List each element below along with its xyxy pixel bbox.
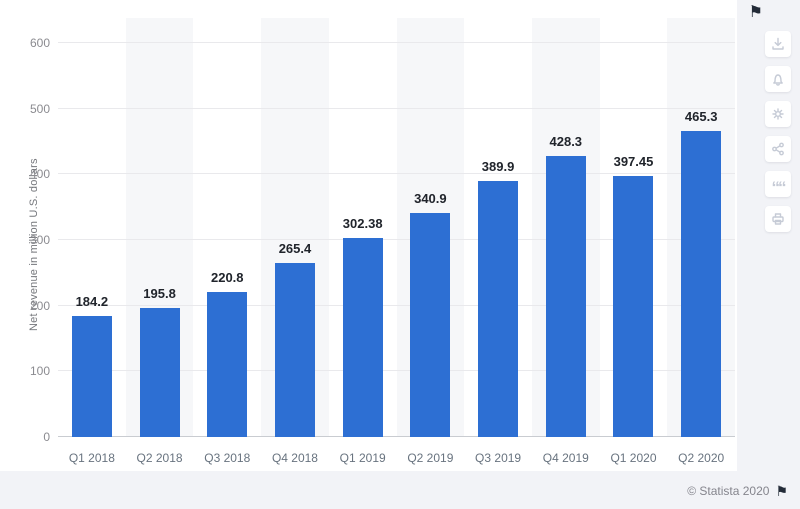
x-tick-label: Q3 2019 [475,451,522,465]
chart-panel: Net revenue in million U.S. dollars 0 100… [0,0,737,471]
value-label: 302.38 [342,216,383,232]
y-tick-label: 0 [43,430,50,444]
gridline [58,173,735,175]
x-tick-label: Q2 2018 [136,451,183,465]
statista-flag-icon[interactable]: ⚑ [775,483,788,499]
bar-column: 340.9 Q2 2019 [397,18,465,465]
bar-column: 397.45 Q1 2020 [600,18,668,465]
x-tick-label: Q2 2020 [678,451,725,465]
value-label: 428.3 [549,133,583,149]
x-tick-label: Q1 2018 [68,451,115,465]
bell-icon [773,74,783,86]
copyright: © Statista 2020 ⚑ [687,484,788,498]
bar[interactable] [545,155,586,437]
value-label: 465.3 [684,109,718,125]
x-axis-line [58,436,735,437]
bar[interactable] [478,180,519,437]
bar-layer: 184.2 Q1 2018 195.8 Q2 2018 220.8 Q3 2018 265.… [58,18,735,465]
bar[interactable] [410,213,451,437]
y-tick-label: 100 [29,364,50,379]
bar-column: 265.4 Q4 2018 [261,18,329,465]
bar[interactable] [71,316,112,437]
print-button[interactable] [765,206,791,232]
share-icon [772,142,784,156]
gridline [58,370,735,372]
bar-column: 302.38 Q1 2019 [329,18,397,465]
value-label: 184.2 [75,294,109,310]
chart-toolbar: ““ [765,31,791,232]
print-icon [772,213,784,225]
quote-icon: ““ [771,178,787,197]
download-icon [772,37,784,50]
x-tick-label: Q4 2019 [542,451,589,465]
gridline [58,42,735,43]
value-label: 265.4 [278,240,312,256]
settings-button[interactable] [765,101,791,127]
bar[interactable] [207,292,248,437]
gridline [58,304,735,306]
x-tick-label: Q2 2019 [407,451,454,465]
value-label: 340.9 [414,191,447,207]
y-tick-label: 300 [29,233,50,247]
value-label: 397.45 [613,154,654,170]
y-axis-ticks: 0 100 200 300 400 500 600 [12,18,50,444]
value-label: 195.8 [143,286,176,302]
bar[interactable] [342,238,383,437]
x-tick-label: Q4 2018 [271,451,318,465]
y-tick-label: 600 [29,36,50,50]
bar-column: 389.9 Q3 2019 [464,18,532,465]
y-tick-label: 500 [29,101,50,116]
value-label: 389.9 [481,158,515,174]
bar-column: 428.3 Q4 2019 [532,18,600,465]
copyright-text: © Statista 2020 [687,484,770,498]
bar[interactable] [139,308,180,437]
share-button[interactable] [765,136,791,162]
flag-icon[interactable]: ⚑ [748,4,763,21]
value-label: 220.8 [210,270,244,286]
bar-column: 220.8 Q3 2018 [193,18,261,465]
gear-icon [772,108,784,120]
plot-area: 184.2 Q1 2018 195.8 Q2 2018 220.8 Q3 2018 265.… [58,18,736,465]
cite-button[interactable]: ““ [765,171,791,197]
x-tick-label: Q1 2019 [339,451,386,465]
download-button[interactable] [765,31,791,57]
bar[interactable] [274,262,315,437]
bar-column: 465.3 Q2 2020 [667,18,735,465]
bar[interactable] [681,131,722,437]
notifications-button[interactable] [765,66,791,92]
bar-column: 195.8 Q2 2018 [126,18,194,465]
bar-column: 184.2 Q1 2018 [58,18,126,465]
gridline [58,107,735,109]
x-tick-label: Q3 2018 [204,451,251,465]
gridline [58,239,735,240]
y-tick-label: 200 [29,298,50,313]
bar[interactable] [613,176,654,437]
x-tick-label: Q1 2020 [610,451,657,465]
y-tick-label: 400 [29,167,50,182]
